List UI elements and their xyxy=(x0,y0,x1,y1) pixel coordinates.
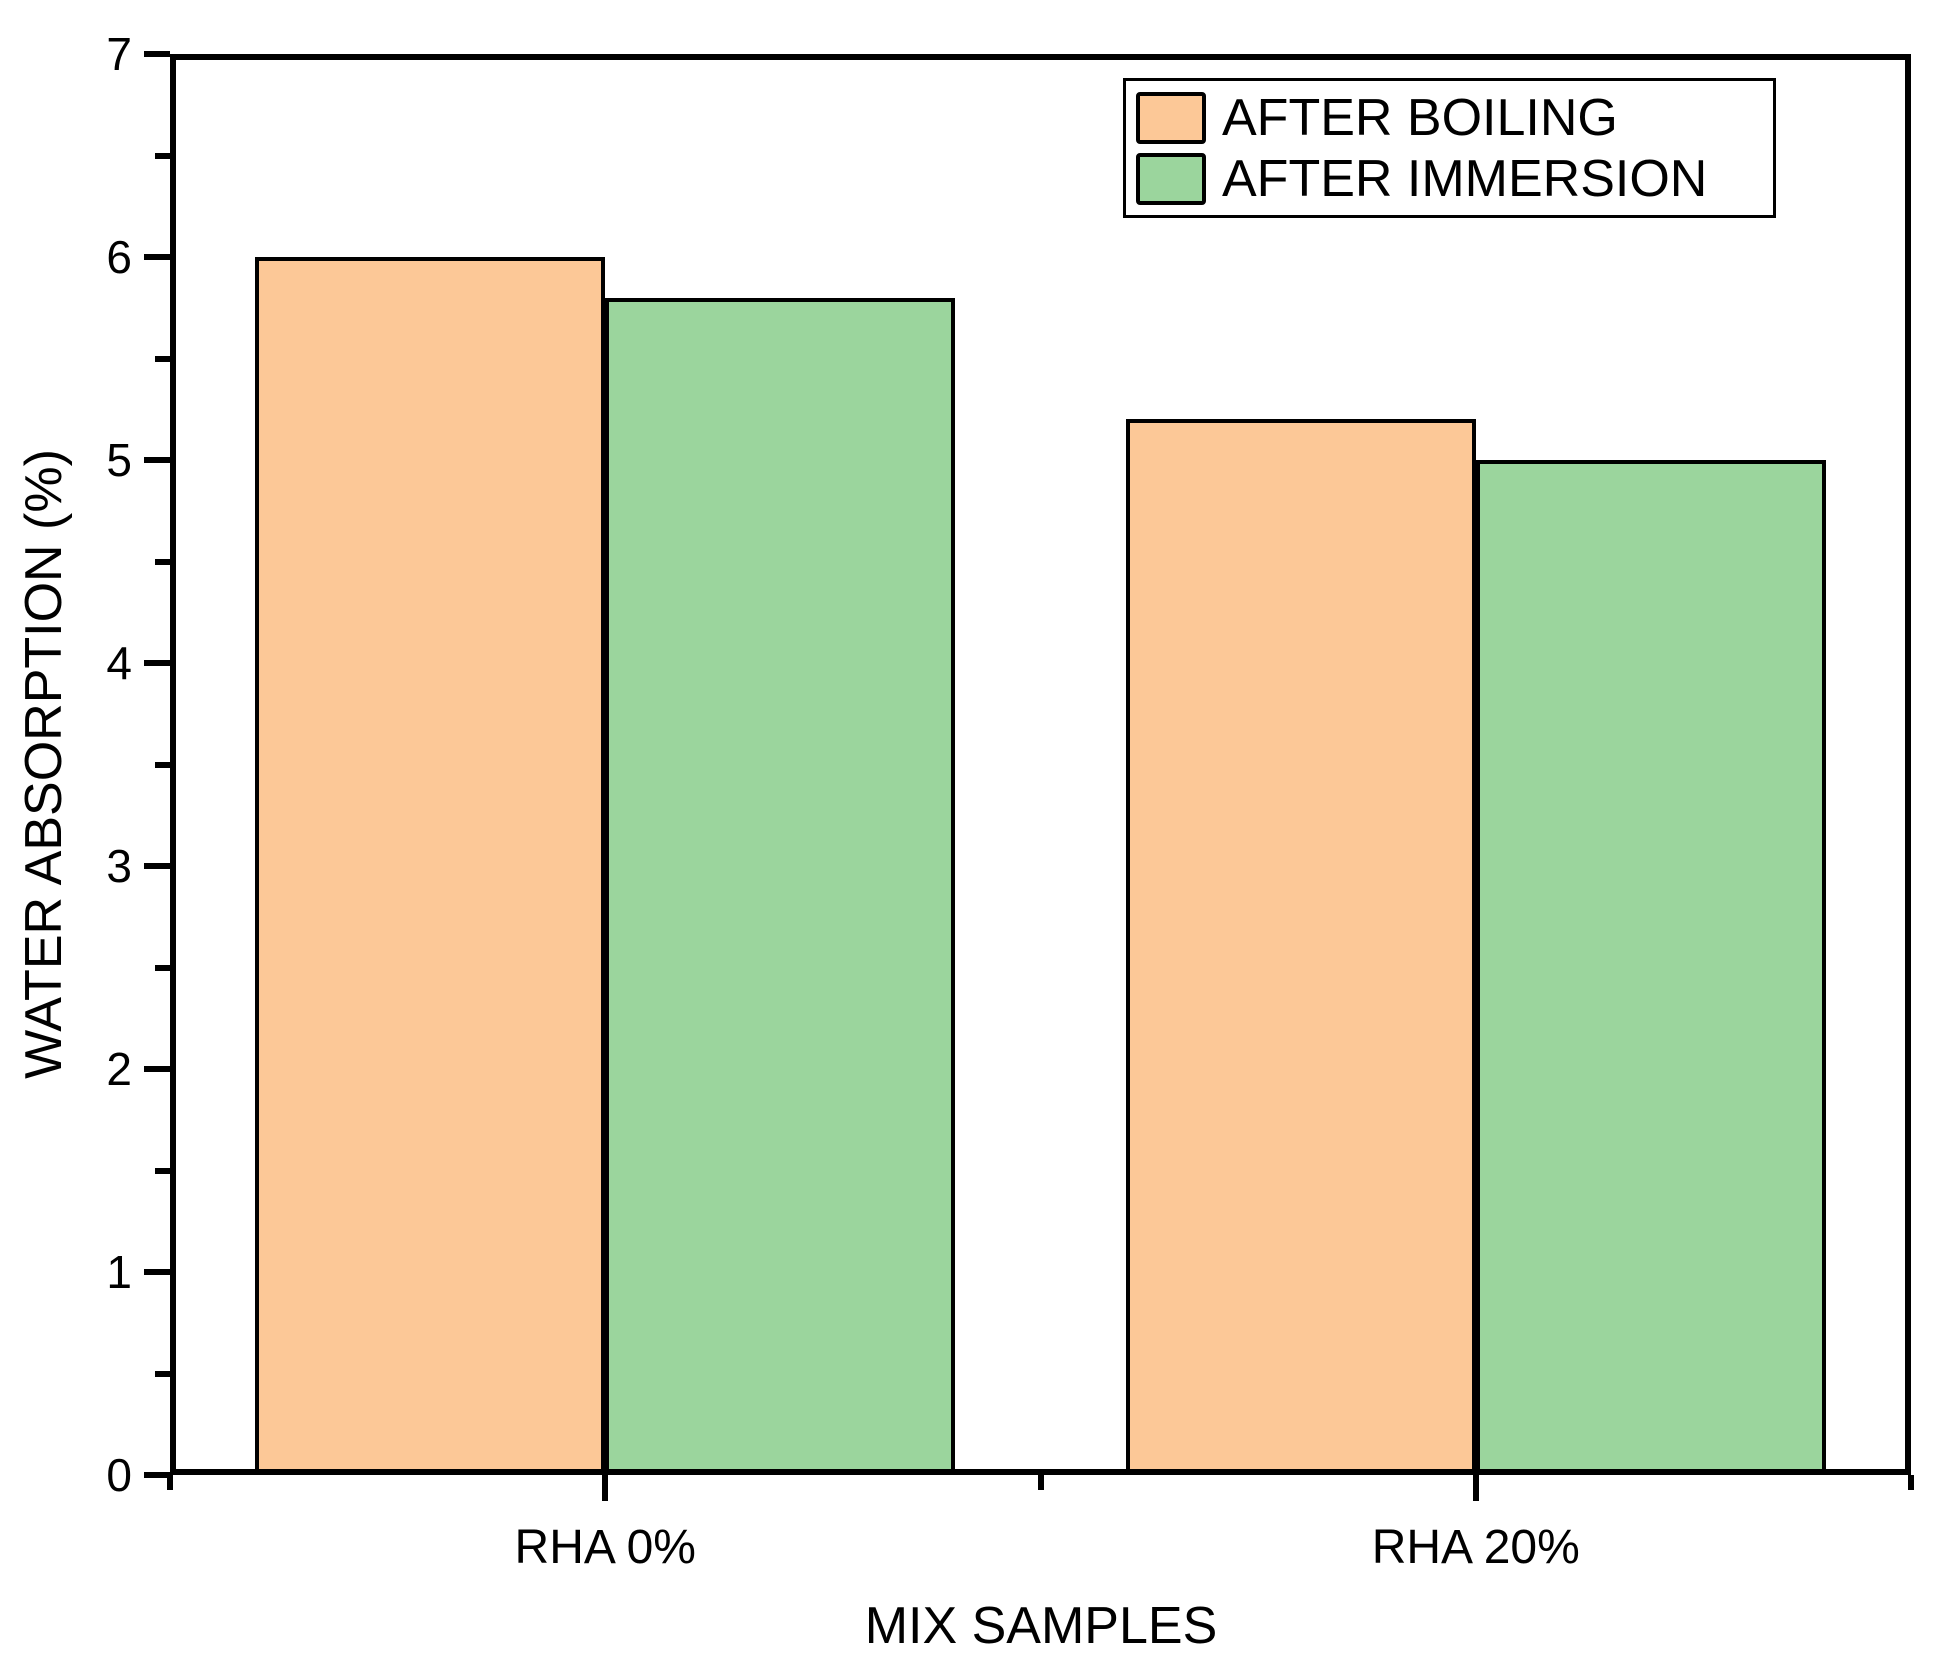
bar-rha-20-after-boiling xyxy=(1125,419,1476,1475)
y-axis-major-tick xyxy=(144,1269,170,1275)
bar-rha-0-after-immersion xyxy=(605,297,956,1475)
y-axis-minor-tick xyxy=(155,152,170,159)
bar-rha-20-after-immersion xyxy=(1475,460,1826,1475)
y-axis-tick-label: 1 xyxy=(106,1246,132,1298)
y-axis-major-tick xyxy=(144,51,170,57)
y-axis-major-tick xyxy=(144,457,170,463)
x-axis-tick-label: RHA 20% xyxy=(1371,1521,1580,1574)
y-axis-major-tick xyxy=(144,254,170,260)
x-axis-minor-tick xyxy=(1908,1475,1914,1490)
x-axis-tick-label: RHA 0% xyxy=(514,1521,696,1574)
y-axis-tick-label: 2 xyxy=(106,1043,132,1095)
legend-swatch-after-boiling xyxy=(1136,91,1206,144)
y-axis-minor-tick xyxy=(155,1370,170,1377)
y-axis-tick-label: 6 xyxy=(106,231,132,283)
bar-rha-0-after-boiling xyxy=(255,257,606,1475)
x-axis-minor-tick xyxy=(167,1475,173,1490)
y-axis-minor-tick xyxy=(155,964,170,971)
legend: AFTER BOILING AFTER IMMERSION xyxy=(1123,78,1776,218)
y-axis-tick-label: 0 xyxy=(106,1449,132,1501)
legend-entry-after-boiling: AFTER BOILING xyxy=(1136,88,1763,147)
y-axis-tick-label: 5 xyxy=(106,434,132,486)
legend-label-after-immersion: AFTER IMMERSION xyxy=(1222,149,1708,208)
x-axis-minor-tick xyxy=(1037,1475,1044,1490)
y-axis-tick-label: 7 xyxy=(106,28,132,80)
y-axis-minor-tick xyxy=(155,355,170,362)
x-axis-title-text: MIX SAMPLES xyxy=(864,1597,1218,1655)
y-axis-tick-label: 3 xyxy=(106,840,132,892)
legend-swatch-after-immersion xyxy=(1136,152,1206,205)
x-axis-major-tick xyxy=(1472,1475,1479,1501)
y-axis-major-tick xyxy=(144,1472,170,1478)
y-axis-title: WATER ABSORPTION (%) xyxy=(15,449,73,1079)
y-axis-minor-tick xyxy=(155,558,170,565)
y-axis-major-tick xyxy=(144,660,170,666)
y-axis-minor-tick xyxy=(155,761,170,768)
x-axis-title: MIX SAMPLES xyxy=(0,1596,1946,1656)
y-axis-major-tick xyxy=(144,863,170,869)
legend-label-after-boiling: AFTER BOILING xyxy=(1222,88,1618,147)
legend-entry-after-immersion: AFTER IMMERSION xyxy=(1136,149,1763,208)
y-axis-major-tick xyxy=(144,1066,170,1072)
x-axis-major-tick xyxy=(602,1475,609,1501)
y-axis-tick-label: 4 xyxy=(106,637,132,689)
y-axis-minor-tick xyxy=(155,1167,170,1174)
